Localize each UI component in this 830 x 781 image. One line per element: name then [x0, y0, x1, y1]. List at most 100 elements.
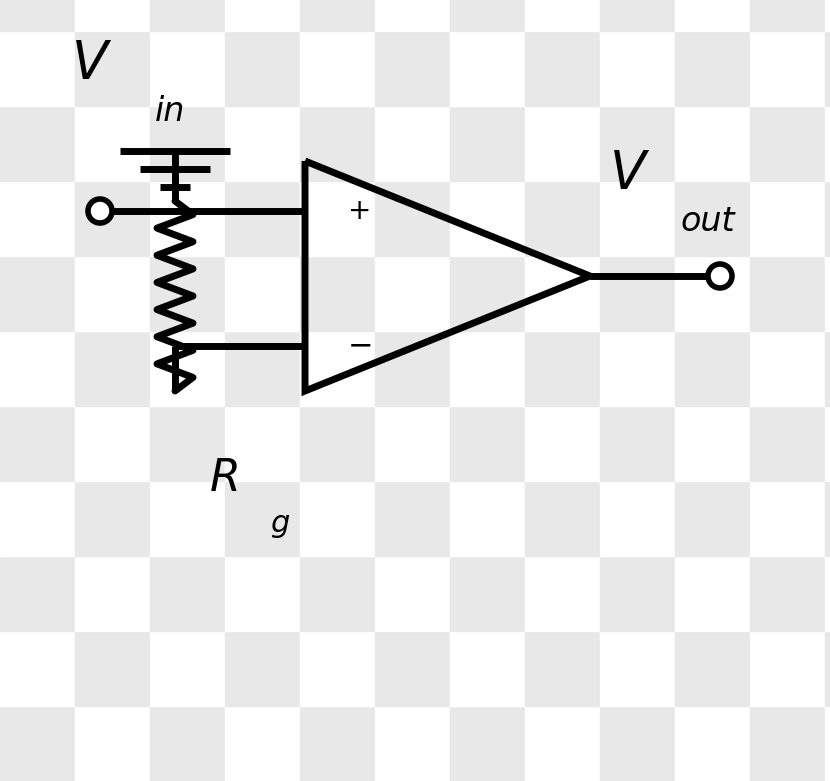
Bar	[300, 106, 375, 181]
Bar	[0, 556, 75, 631]
Bar	[450, 706, 525, 781]
Bar	[450, 181, 525, 256]
Bar	[675, 631, 750, 706]
Bar	[750, 631, 825, 706]
Bar	[600, 556, 675, 631]
Bar	[825, 31, 830, 106]
Bar	[300, 706, 375, 781]
Bar	[0, 331, 75, 406]
Bar	[0, 406, 75, 481]
Bar	[675, 406, 750, 481]
Bar	[150, 406, 225, 481]
Bar	[750, 706, 825, 781]
Bar	[600, 256, 675, 331]
Bar	[225, 106, 300, 181]
Bar	[75, 256, 150, 331]
Bar	[600, 0, 675, 31]
Bar	[150, 481, 225, 556]
Bar	[375, 631, 450, 706]
Bar	[525, 0, 600, 31]
Bar	[750, 0, 825, 31]
Text: R: R	[210, 457, 241, 500]
Bar	[825, 706, 830, 781]
Circle shape	[708, 264, 732, 288]
Text: out: out	[680, 205, 735, 238]
Text: +: +	[349, 197, 372, 225]
Bar	[525, 406, 600, 481]
Bar	[600, 331, 675, 406]
Bar	[150, 256, 225, 331]
Bar	[450, 331, 525, 406]
Bar	[150, 181, 225, 256]
Bar	[150, 706, 225, 781]
Bar	[675, 481, 750, 556]
Bar	[75, 706, 150, 781]
Bar	[525, 556, 600, 631]
Bar	[150, 556, 225, 631]
Bar	[450, 256, 525, 331]
Bar	[750, 31, 825, 106]
Bar	[825, 0, 830, 31]
Bar	[825, 556, 830, 631]
Bar	[75, 556, 150, 631]
Bar	[825, 481, 830, 556]
Bar	[75, 0, 150, 31]
Bar	[450, 406, 525, 481]
Bar	[450, 481, 525, 556]
Bar	[75, 181, 150, 256]
Bar	[750, 256, 825, 331]
Bar	[750, 481, 825, 556]
Bar	[750, 406, 825, 481]
Bar	[375, 256, 450, 331]
Bar	[75, 481, 150, 556]
Bar	[225, 331, 300, 406]
Bar	[75, 331, 150, 406]
Bar	[600, 706, 675, 781]
Text: −: −	[347, 331, 373, 361]
Bar	[0, 0, 75, 31]
Bar	[225, 181, 300, 256]
Bar	[600, 631, 675, 706]
Bar	[450, 556, 525, 631]
Bar	[300, 331, 375, 406]
Bar	[300, 406, 375, 481]
Bar	[0, 31, 75, 106]
Text: V: V	[610, 148, 646, 200]
Bar	[150, 331, 225, 406]
Text: V: V	[72, 38, 108, 90]
Bar	[75, 406, 150, 481]
Bar	[825, 406, 830, 481]
Bar	[225, 31, 300, 106]
Bar	[375, 481, 450, 556]
Text: g: g	[270, 509, 290, 538]
Bar	[375, 706, 450, 781]
Bar	[825, 631, 830, 706]
Bar	[600, 31, 675, 106]
Text: in: in	[155, 95, 185, 128]
Bar	[0, 706, 75, 781]
Bar	[750, 331, 825, 406]
Bar	[600, 181, 675, 256]
Bar	[0, 106, 75, 181]
Bar	[600, 406, 675, 481]
Bar	[525, 181, 600, 256]
Bar	[75, 31, 150, 106]
Bar	[525, 631, 600, 706]
Bar	[300, 481, 375, 556]
Bar	[675, 256, 750, 331]
Bar	[675, 706, 750, 781]
Bar	[675, 556, 750, 631]
Bar	[750, 181, 825, 256]
Bar	[225, 481, 300, 556]
Bar	[150, 31, 225, 106]
Bar	[450, 0, 525, 31]
Bar	[300, 556, 375, 631]
Bar	[750, 556, 825, 631]
Bar	[825, 331, 830, 406]
Bar	[0, 181, 75, 256]
Bar	[0, 481, 75, 556]
Bar	[525, 256, 600, 331]
Bar	[375, 106, 450, 181]
Bar	[675, 0, 750, 31]
Bar	[375, 406, 450, 481]
